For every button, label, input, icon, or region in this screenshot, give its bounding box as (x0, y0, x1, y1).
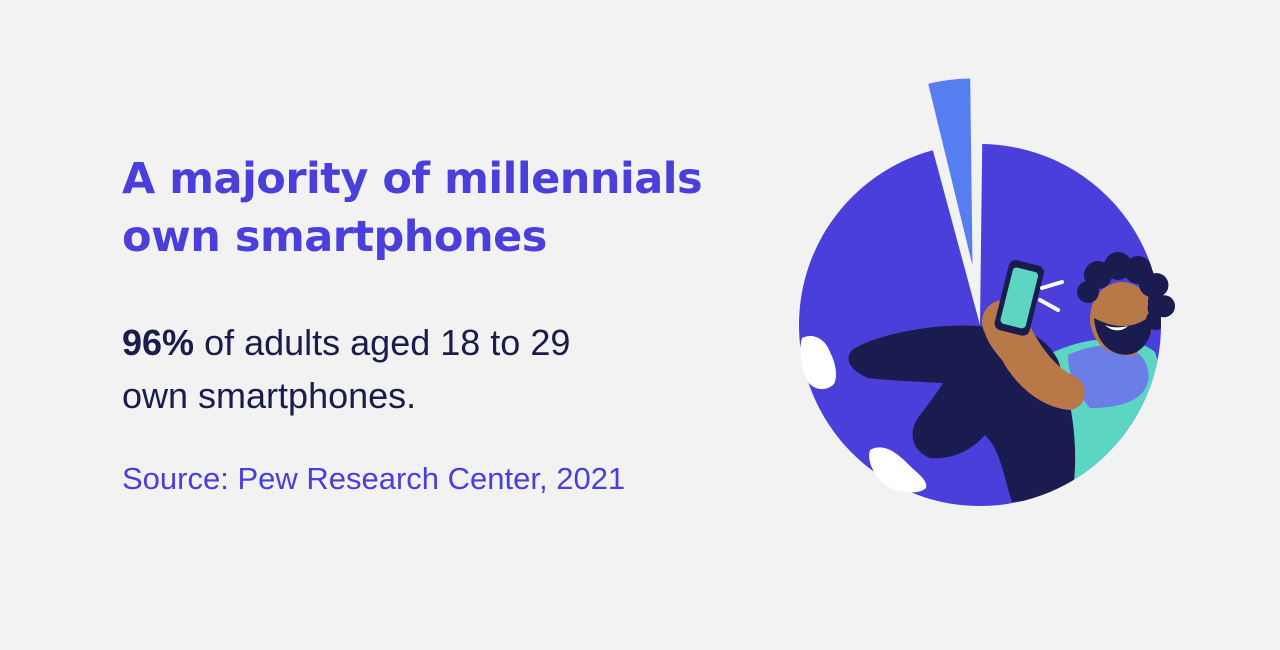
headline-line-1: A majority of millennials (122, 154, 703, 204)
hair-outer-icon (1147, 273, 1176, 319)
shoes-icon (800, 335, 927, 493)
headline-line-2: own smartphones (122, 212, 547, 262)
source-citation: Source: Pew Research Center, 2021 (122, 461, 626, 496)
sleeve-shape (1068, 345, 1149, 408)
beard-shape (1094, 314, 1153, 355)
stat-line-1-rest: of adults aged 18 to 29 (194, 322, 571, 363)
text-block: A majority of millennials own smartphone… (122, 150, 762, 499)
pie-slice-do-not-own (928, 78, 973, 266)
notification-sparks-icon (1038, 280, 1064, 312)
stat-percent: 96% (122, 322, 195, 363)
mouth-shape (1105, 325, 1128, 331)
headline: A majority of millennials own smartphone… (122, 150, 762, 266)
pie-chart-illustration (780, 70, 1200, 530)
stat-text: 96% of adults aged 18 to 29 own smartpho… (122, 316, 762, 422)
stat-line-2: own smartphones. (122, 375, 417, 416)
phone-icon (994, 260, 1044, 336)
pie-chart-svg (799, 78, 1176, 506)
